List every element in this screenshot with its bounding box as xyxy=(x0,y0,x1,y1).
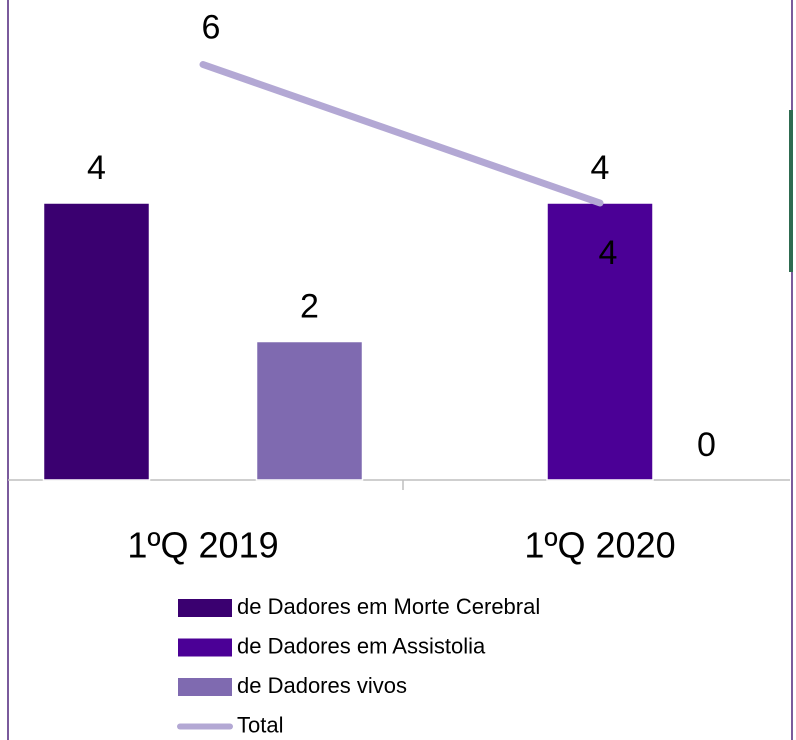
bar xyxy=(42,202,151,481)
bar-label: 0 xyxy=(697,426,716,464)
line-series xyxy=(199,61,604,207)
bar-label: 4 xyxy=(87,149,106,187)
legend-label: de Dadores em Morte Cerebral xyxy=(237,594,540,619)
bar-label: 4 xyxy=(591,149,610,187)
x-tick-label: 1ºQ 2020 xyxy=(524,525,675,566)
line-label: 6 xyxy=(202,8,221,46)
legend-swatch xyxy=(178,638,232,657)
line-label: 4 xyxy=(599,234,618,272)
side-element xyxy=(789,110,793,272)
x-tick-label: 1ºQ 2019 xyxy=(127,525,278,566)
bar-label: 2 xyxy=(300,287,319,325)
legend-label: de Dadores vivos xyxy=(237,673,407,698)
legend-label: de Dadores em Assistolia xyxy=(237,633,486,658)
bar xyxy=(255,340,364,481)
bar xyxy=(546,202,654,481)
legend-swatch xyxy=(178,678,232,696)
legend-label: Total xyxy=(237,712,283,737)
legend-swatch xyxy=(178,599,232,617)
